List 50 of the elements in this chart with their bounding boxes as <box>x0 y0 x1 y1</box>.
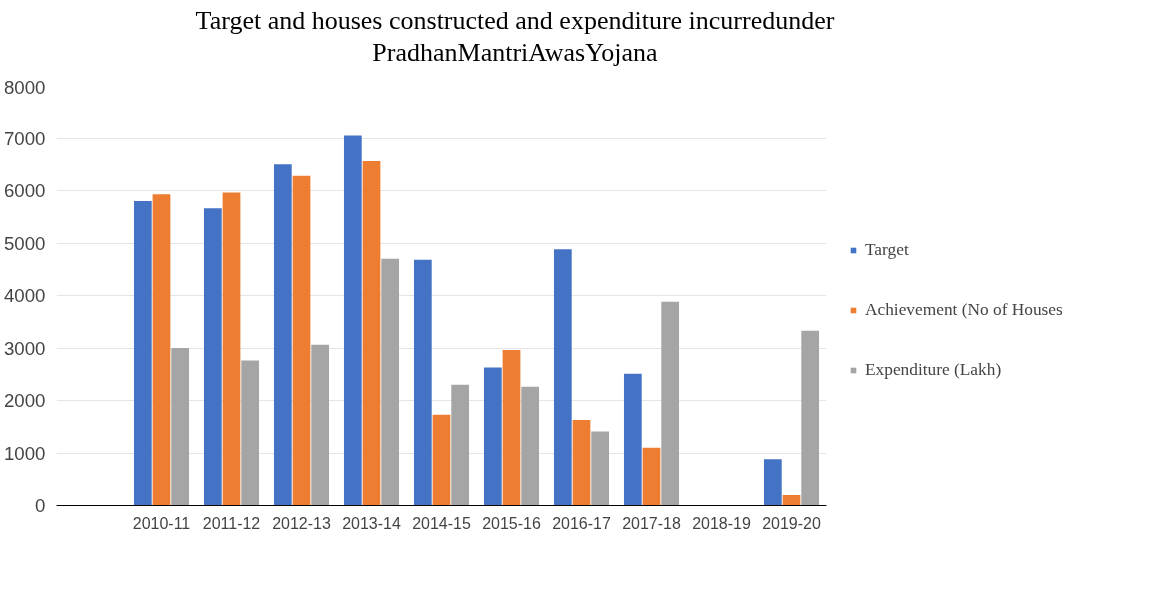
x-tick-label: 2014-15 <box>412 514 471 532</box>
bar <box>801 330 820 506</box>
y-tick-label: 3000 <box>4 337 46 359</box>
legend-label: Achievement (No of Houses <box>865 299 1063 320</box>
y-tick-label: 2000 <box>4 390 46 411</box>
x-tick-label: 2016-17 <box>552 514 611 532</box>
bar <box>623 373 642 506</box>
bar <box>521 386 540 506</box>
bar <box>152 194 171 506</box>
x-tick-label: 2019-20 <box>762 514 821 532</box>
bar <box>432 414 451 506</box>
bar <box>343 135 362 506</box>
y-tick-label: 6000 <box>4 180 46 201</box>
y-tick-label: 5000 <box>4 232 46 254</box>
y-tick-label: 0 <box>35 495 46 516</box>
x-tick-label: 2013-14 <box>342 514 401 532</box>
chart-title: Target and houses constructed and expenditure incurredunder PradhanMantriAwasYojana <box>194 5 836 69</box>
x-tick-label: 2011-12 <box>202 514 261 532</box>
bar <box>661 301 680 506</box>
y-tick-label: 7000 <box>4 127 46 149</box>
bar <box>273 164 292 506</box>
bar <box>133 201 152 506</box>
y-tick-label: 8000 <box>4 76 46 98</box>
bar <box>502 350 521 506</box>
bar <box>222 192 241 506</box>
legend-label: Target <box>865 239 909 260</box>
y-tick-label: 1000 <box>4 442 46 464</box>
x-tick-label: 2012-13 <box>272 514 331 532</box>
bar <box>642 447 661 506</box>
y-tick-label: 4000 <box>4 285 46 306</box>
bar <box>763 459 782 506</box>
bar <box>362 161 381 506</box>
bar <box>591 431 610 506</box>
bar <box>311 344 330 506</box>
x-tick-label: 2017-18 <box>622 514 681 532</box>
x-tick-label: 2018-19 <box>692 514 751 532</box>
legend-label: Expenditure (Lakh) <box>865 359 1002 380</box>
bar <box>381 258 400 506</box>
bar <box>241 360 260 506</box>
bar <box>483 367 502 506</box>
bar <box>572 419 591 506</box>
bar <box>451 384 470 506</box>
bar <box>553 249 572 506</box>
bar <box>292 175 311 506</box>
bar <box>782 495 801 506</box>
bar <box>203 208 222 506</box>
bar <box>171 348 190 506</box>
x-tick-label: 2015-16 <box>482 514 541 532</box>
x-tick-label: 2010-11 <box>132 514 191 532</box>
bar <box>413 259 432 506</box>
